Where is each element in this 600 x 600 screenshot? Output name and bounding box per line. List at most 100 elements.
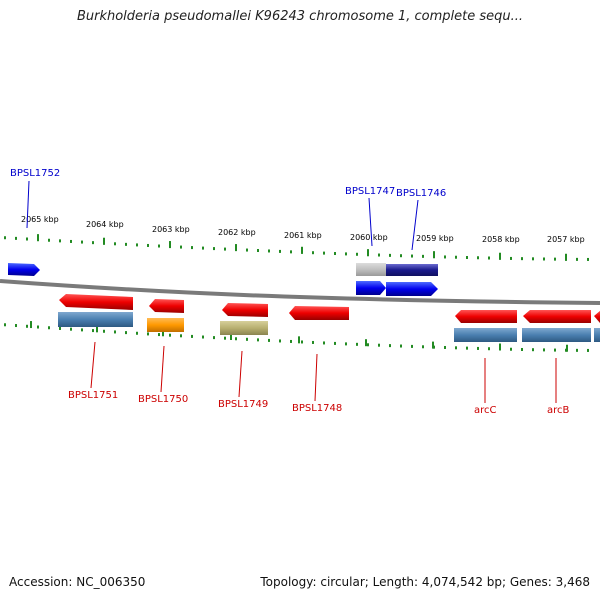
feature-arcb-steel-bar[interactable] (522, 328, 591, 342)
inner-scale-minor-tick (466, 346, 468, 350)
feature-bpsl1746-navy-bar[interactable] (386, 264, 438, 276)
gene-edge-arrow[interactable] (594, 310, 600, 323)
inner-scale-minor-tick (455, 346, 457, 350)
outer-scale-minor-tick (532, 257, 534, 261)
outer-scale-major-tick (499, 252, 501, 260)
outer-scale-minor-tick (389, 253, 391, 257)
outer-scale-major-tick (169, 241, 171, 249)
gene-label-arcc[interactable]: arcC (474, 405, 497, 416)
inner-scale-major-tick (96, 325, 98, 333)
scale-label-2061: 2061 kbp (284, 231, 322, 240)
inner-scale-minor-tick (400, 344, 402, 348)
inner-scale-major-tick (499, 343, 501, 351)
outer-scale-minor-tick (92, 241, 94, 245)
feature-bpsl1751-steel-bar[interactable] (58, 312, 133, 327)
outer-scale-minor-tick (114, 242, 116, 246)
gene-label-bpsl1750[interactable]: BPSL1750 (138, 394, 188, 405)
inner-scale-minor-tick (422, 345, 424, 349)
inner-scale-minor-tick (224, 336, 226, 340)
inner-scale-minor-tick (356, 342, 358, 346)
outer-scale-minor-tick (312, 251, 314, 255)
outer-scale-minor-tick (268, 249, 270, 253)
scale-label-2062: 2062 kbp (218, 228, 256, 237)
leader-bpsl1752 (26, 180, 30, 229)
inner-scale-minor-tick (543, 348, 545, 352)
inner-scale-minor-tick (312, 340, 314, 344)
feature-bpsl1747-gray-bar[interactable] (356, 263, 386, 276)
outer-scale-minor-tick (26, 237, 28, 241)
inner-scale-minor-tick (213, 336, 215, 340)
outer-scale-minor-tick (257, 249, 259, 253)
inner-scale-minor-tick (103, 329, 105, 333)
map-info-text: Topology: circular; Length: 4,074,542 bp… (260, 575, 590, 589)
inner-scale-minor-tick (323, 341, 325, 345)
gene-bpsl1749-arrow[interactable] (222, 303, 268, 317)
gene-arcc-arrow[interactable] (455, 310, 517, 323)
scale-label-2063: 2063 kbp (152, 225, 190, 234)
gene-label-bpsl1746[interactable]: BPSL1746 (396, 188, 446, 199)
leader-bpsl1749 (238, 350, 243, 398)
feature-bpsl1749-olive-bar[interactable] (220, 321, 268, 335)
outer-scale-minor-tick (345, 252, 347, 256)
feature-edge-steel-bar[interactable] (594, 328, 600, 342)
outer-scale-minor-tick (224, 247, 226, 251)
outer-scale-minor-tick (136, 243, 138, 247)
outer-scale-minor-tick (59, 239, 61, 243)
gene-label-arcb[interactable]: arcB (547, 405, 570, 416)
inner-scale-minor-tick (235, 337, 237, 341)
feature-arcc-steel-bar[interactable] (454, 328, 517, 342)
inner-scale-minor-tick (367, 343, 369, 347)
outer-scale-minor-tick (444, 255, 446, 259)
scale-label-2060: 2060 kbp (350, 233, 388, 242)
scale-label-2058: 2058 kbp (482, 235, 520, 244)
inner-scale-minor-tick (81, 328, 83, 332)
gene-bpsl1752-arrow[interactable] (8, 263, 40, 276)
gene-bpsl1746-arrow[interactable] (386, 282, 438, 296)
outer-scale-major-tick (103, 237, 105, 245)
outer-scale-minor-tick (334, 252, 336, 256)
map-title: Burkholderia pseudomallei K96243 chromos… (76, 9, 524, 24)
forward-strand-features (8, 263, 438, 296)
outer-scale-minor-tick (70, 239, 72, 243)
inner-scale-minor-tick (587, 348, 589, 352)
leader-bpsl1748 (314, 353, 318, 402)
outer-scale-minor-tick (400, 254, 402, 258)
outer-scale-minor-tick (488, 256, 490, 260)
gene-bpsl1750-arrow[interactable] (149, 299, 184, 313)
inner-scale-minor-tick (554, 348, 556, 352)
inner-scale-minor-tick (147, 332, 149, 336)
inner-scale-minor-tick (334, 341, 336, 345)
inner-scale-minor-tick (125, 331, 127, 335)
scale-label-2059: 2059 kbp (416, 234, 454, 243)
outer-scale-minor-tick (246, 248, 248, 252)
inner-scale-minor-tick (158, 333, 160, 337)
gene-label-bpsl1747[interactable]: BPSL1747 (345, 186, 395, 197)
outer-scale-major-tick (367, 249, 369, 257)
outer-scale-minor-tick (213, 247, 215, 251)
gene-bpsl1751-arrow[interactable] (59, 294, 133, 310)
gene-label-bpsl1749[interactable]: BPSL1749 (218, 399, 268, 410)
inner-scale-minor-tick (169, 333, 171, 337)
gene-arcb-arrow[interactable] (523, 310, 591, 323)
inner-scale-minor-tick (268, 338, 270, 342)
inner-scale-minor-tick (48, 326, 50, 330)
inner-scale-minor-tick (191, 334, 193, 338)
scale-labels: 2065 kbp 2064 kbp 2063 kbp 2062 kbp 2061… (21, 215, 585, 244)
outer-scale-minor-tick (290, 250, 292, 254)
inner-scale-minor-tick (136, 331, 138, 335)
inner-scale-minor-tick (15, 324, 17, 328)
inner-scale-minor-tick (180, 334, 182, 338)
outer-scale-minor-tick (48, 238, 50, 242)
gene-label-bpsl1751[interactable]: BPSL1751 (68, 390, 118, 401)
inner-scale-minor-tick (488, 347, 490, 351)
gene-label-bpsl1748[interactable]: BPSL1748 (292, 403, 342, 414)
gene-label-bpsl1752[interactable]: BPSL1752 (10, 168, 60, 179)
gene-bpsl1748-arrow[interactable] (289, 306, 349, 320)
outer-scale-minor-tick (356, 252, 358, 256)
feature-bpsl1750-orange-bar[interactable] (147, 318, 184, 332)
outer-scale-major-tick (433, 251, 435, 259)
inner-scale-minor-tick (114, 330, 116, 334)
gene-bpsl1747-arrow[interactable] (356, 281, 386, 295)
inner-scale-minor-tick (26, 324, 28, 328)
inner-scale-minor-tick (378, 343, 380, 347)
